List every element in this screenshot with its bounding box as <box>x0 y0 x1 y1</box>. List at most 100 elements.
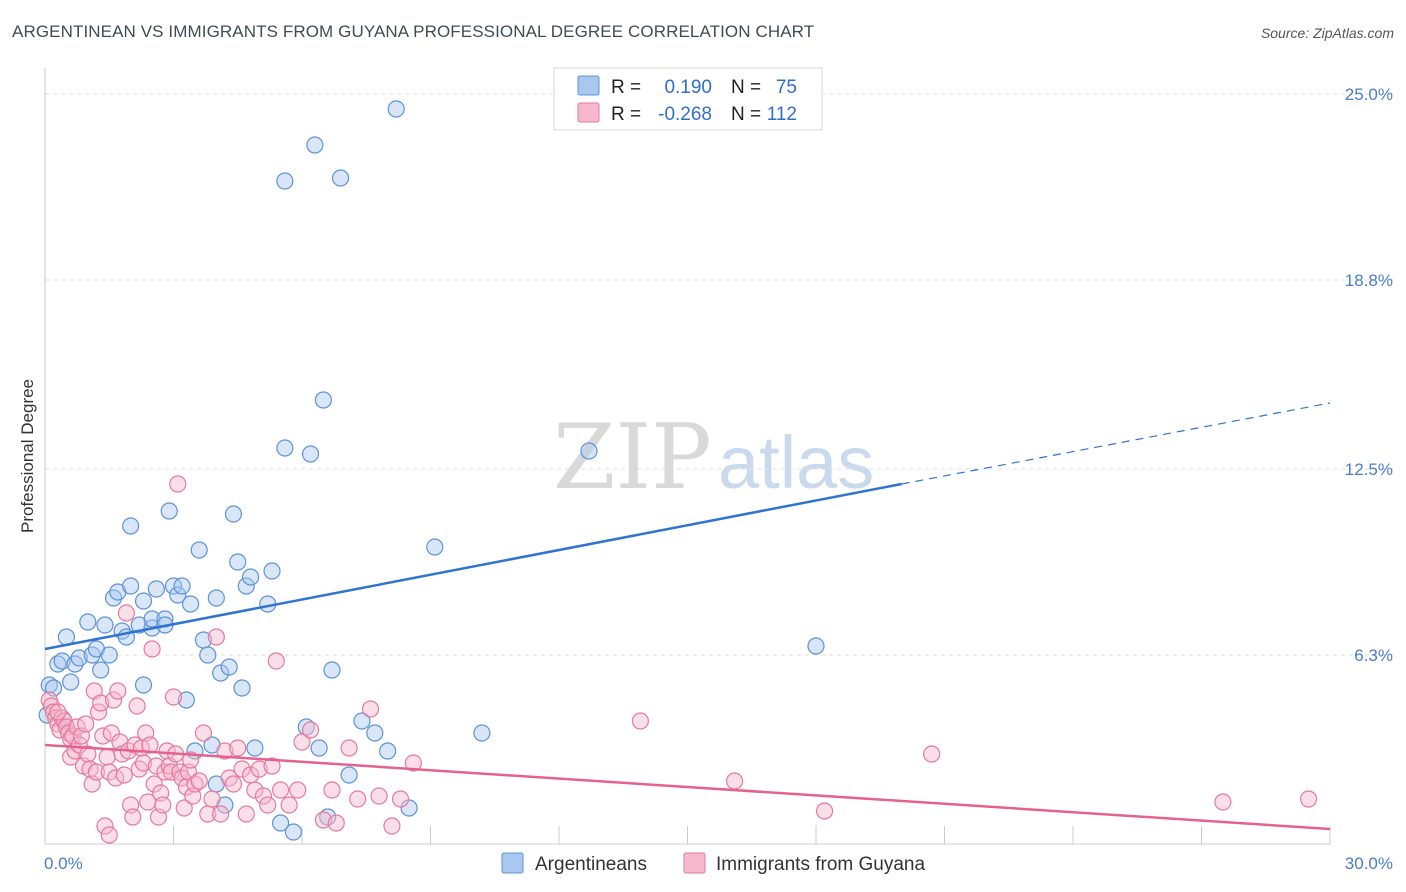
y-tick-label-2: 18.8% <box>1345 271 1393 290</box>
argentineans-point-46 <box>233 679 251 697</box>
argentineans-point-49 <box>246 739 264 757</box>
guyana-point-107 <box>923 745 941 763</box>
guyana-point-25 <box>92 694 110 712</box>
argentineans-point-31 <box>173 577 191 595</box>
guyana-point-95 <box>323 781 341 799</box>
watermark: ZIP atlas <box>553 405 874 510</box>
argentineans-point-73 <box>807 637 825 655</box>
guyana-point-51 <box>147 757 165 775</box>
guyana-point-71 <box>194 724 213 742</box>
y-tick-label-3: 25.0% <box>1345 85 1393 104</box>
guyana-point-28 <box>98 748 116 766</box>
argentineans-point-45 <box>229 553 247 571</box>
guyana-point-93 <box>301 721 320 739</box>
guyana-point-27 <box>96 817 114 835</box>
argentineans-point-35 <box>190 541 208 559</box>
guyana-point-103 <box>404 754 422 772</box>
guyana-point-75 <box>212 805 230 823</box>
legend-n-label-2: N = <box>731 104 761 125</box>
guyana-point-78 <box>224 775 243 793</box>
watermark-atlas: atlas <box>718 421 874 504</box>
guyana-point-111 <box>49 703 67 721</box>
trend-line-guyana <box>44 743 1331 831</box>
guyana-point-89 <box>271 781 290 799</box>
argentineans-point-63 <box>331 169 350 187</box>
guyana-point-87 <box>263 757 281 775</box>
argentineans-point-54 <box>276 172 294 190</box>
guyana-point-73 <box>203 790 221 808</box>
guyana-point-92 <box>293 733 311 751</box>
guyana-point-31 <box>104 691 123 709</box>
guyana-point-74 <box>207 628 225 646</box>
argentineans-point-57 <box>301 445 320 463</box>
legend-n-label-1: N = <box>731 77 761 98</box>
guyana-point-19 <box>79 745 97 763</box>
guyana-point-99 <box>361 700 380 718</box>
watermark-zip: ZIP <box>553 405 712 510</box>
argentineans-point-39 <box>207 589 225 607</box>
argentineans-point-8 <box>79 613 97 631</box>
legend-n-value-1: 75 <box>776 77 797 98</box>
argentineans-point-33 <box>182 595 200 613</box>
guyana-point-70 <box>190 772 208 790</box>
guyana-point-94 <box>314 811 333 829</box>
argentineans-point-52 <box>271 814 290 832</box>
argentineans-point-44 <box>224 505 243 523</box>
argentineans-point-11 <box>92 661 110 679</box>
guyana-point-91 <box>289 781 307 799</box>
axes <box>44 68 1331 845</box>
legend-r-value-1: 0.190 <box>664 77 712 98</box>
argentineans-point-12 <box>96 616 114 634</box>
argentineans-point-43 <box>220 658 238 676</box>
series-legend: Argentineans Immigrants from Guyana <box>501 852 925 875</box>
guyana-point-86 <box>259 796 277 814</box>
guyana-point-88 <box>267 652 285 670</box>
guyana-point-84 <box>250 760 268 778</box>
series-guyana <box>40 475 1318 844</box>
legend-swatch-pink <box>577 102 600 123</box>
argentineans-point-53 <box>276 439 294 457</box>
guyana-point-36 <box>115 766 133 784</box>
legend-r-label-1: R = <box>611 77 641 98</box>
guyana-point-37 <box>117 604 135 622</box>
y-tick-label-0: 6.3% <box>1354 646 1393 665</box>
argentineans-point-32 <box>177 691 195 709</box>
argentineans-point-69 <box>400 799 418 817</box>
guyana-point-80 <box>233 760 251 778</box>
guyana-point-100 <box>370 787 388 805</box>
argentineans-point-5 <box>62 673 80 691</box>
guyana-point-106 <box>815 802 834 820</box>
correlation-legend: R = 0.190 N = 75 R = -0.268 N = 112 <box>553 67 823 131</box>
guyana-point-30 <box>102 724 120 742</box>
argentineans-point-62 <box>323 661 341 679</box>
guyana-point-54 <box>154 796 172 814</box>
guyana-point-90 <box>280 796 298 814</box>
argentineans-point-67 <box>379 742 397 760</box>
chart-title: ARGENTINEAN VS IMMIGRANTS FROM GUYANA PR… <box>12 22 815 41</box>
argentineans-point-64 <box>340 766 358 784</box>
guyana-point-110 <box>100 826 118 844</box>
guyana-point-18 <box>77 715 95 733</box>
argentineans-point-55 <box>284 823 303 841</box>
argentineans-point-19 <box>122 577 140 595</box>
argentineans-point-41 <box>212 664 230 682</box>
trend-lines <box>44 402 1331 831</box>
guyana-point-97 <box>340 739 358 757</box>
bottom-legend-swatch-pink <box>683 852 706 874</box>
guyana-point-83 <box>246 781 264 799</box>
guyana-point-76 <box>216 742 234 760</box>
guyana-point-42 <box>128 697 146 715</box>
guyana-point-102 <box>391 790 410 808</box>
argentineans-point-59 <box>310 739 328 757</box>
argentineans-point-21 <box>134 676 153 694</box>
guyana-point-33 <box>109 682 127 700</box>
argentineans-point-66 <box>366 724 384 742</box>
guyana-point-81 <box>237 805 255 823</box>
guyana-point-61 <box>169 475 187 493</box>
legend-swatch-blue <box>577 75 600 96</box>
guyana-point-79 <box>229 739 247 757</box>
argentineans-point-72 <box>580 442 598 460</box>
argentineans-point-30 <box>169 586 187 604</box>
argentineans-point-70 <box>426 538 444 556</box>
